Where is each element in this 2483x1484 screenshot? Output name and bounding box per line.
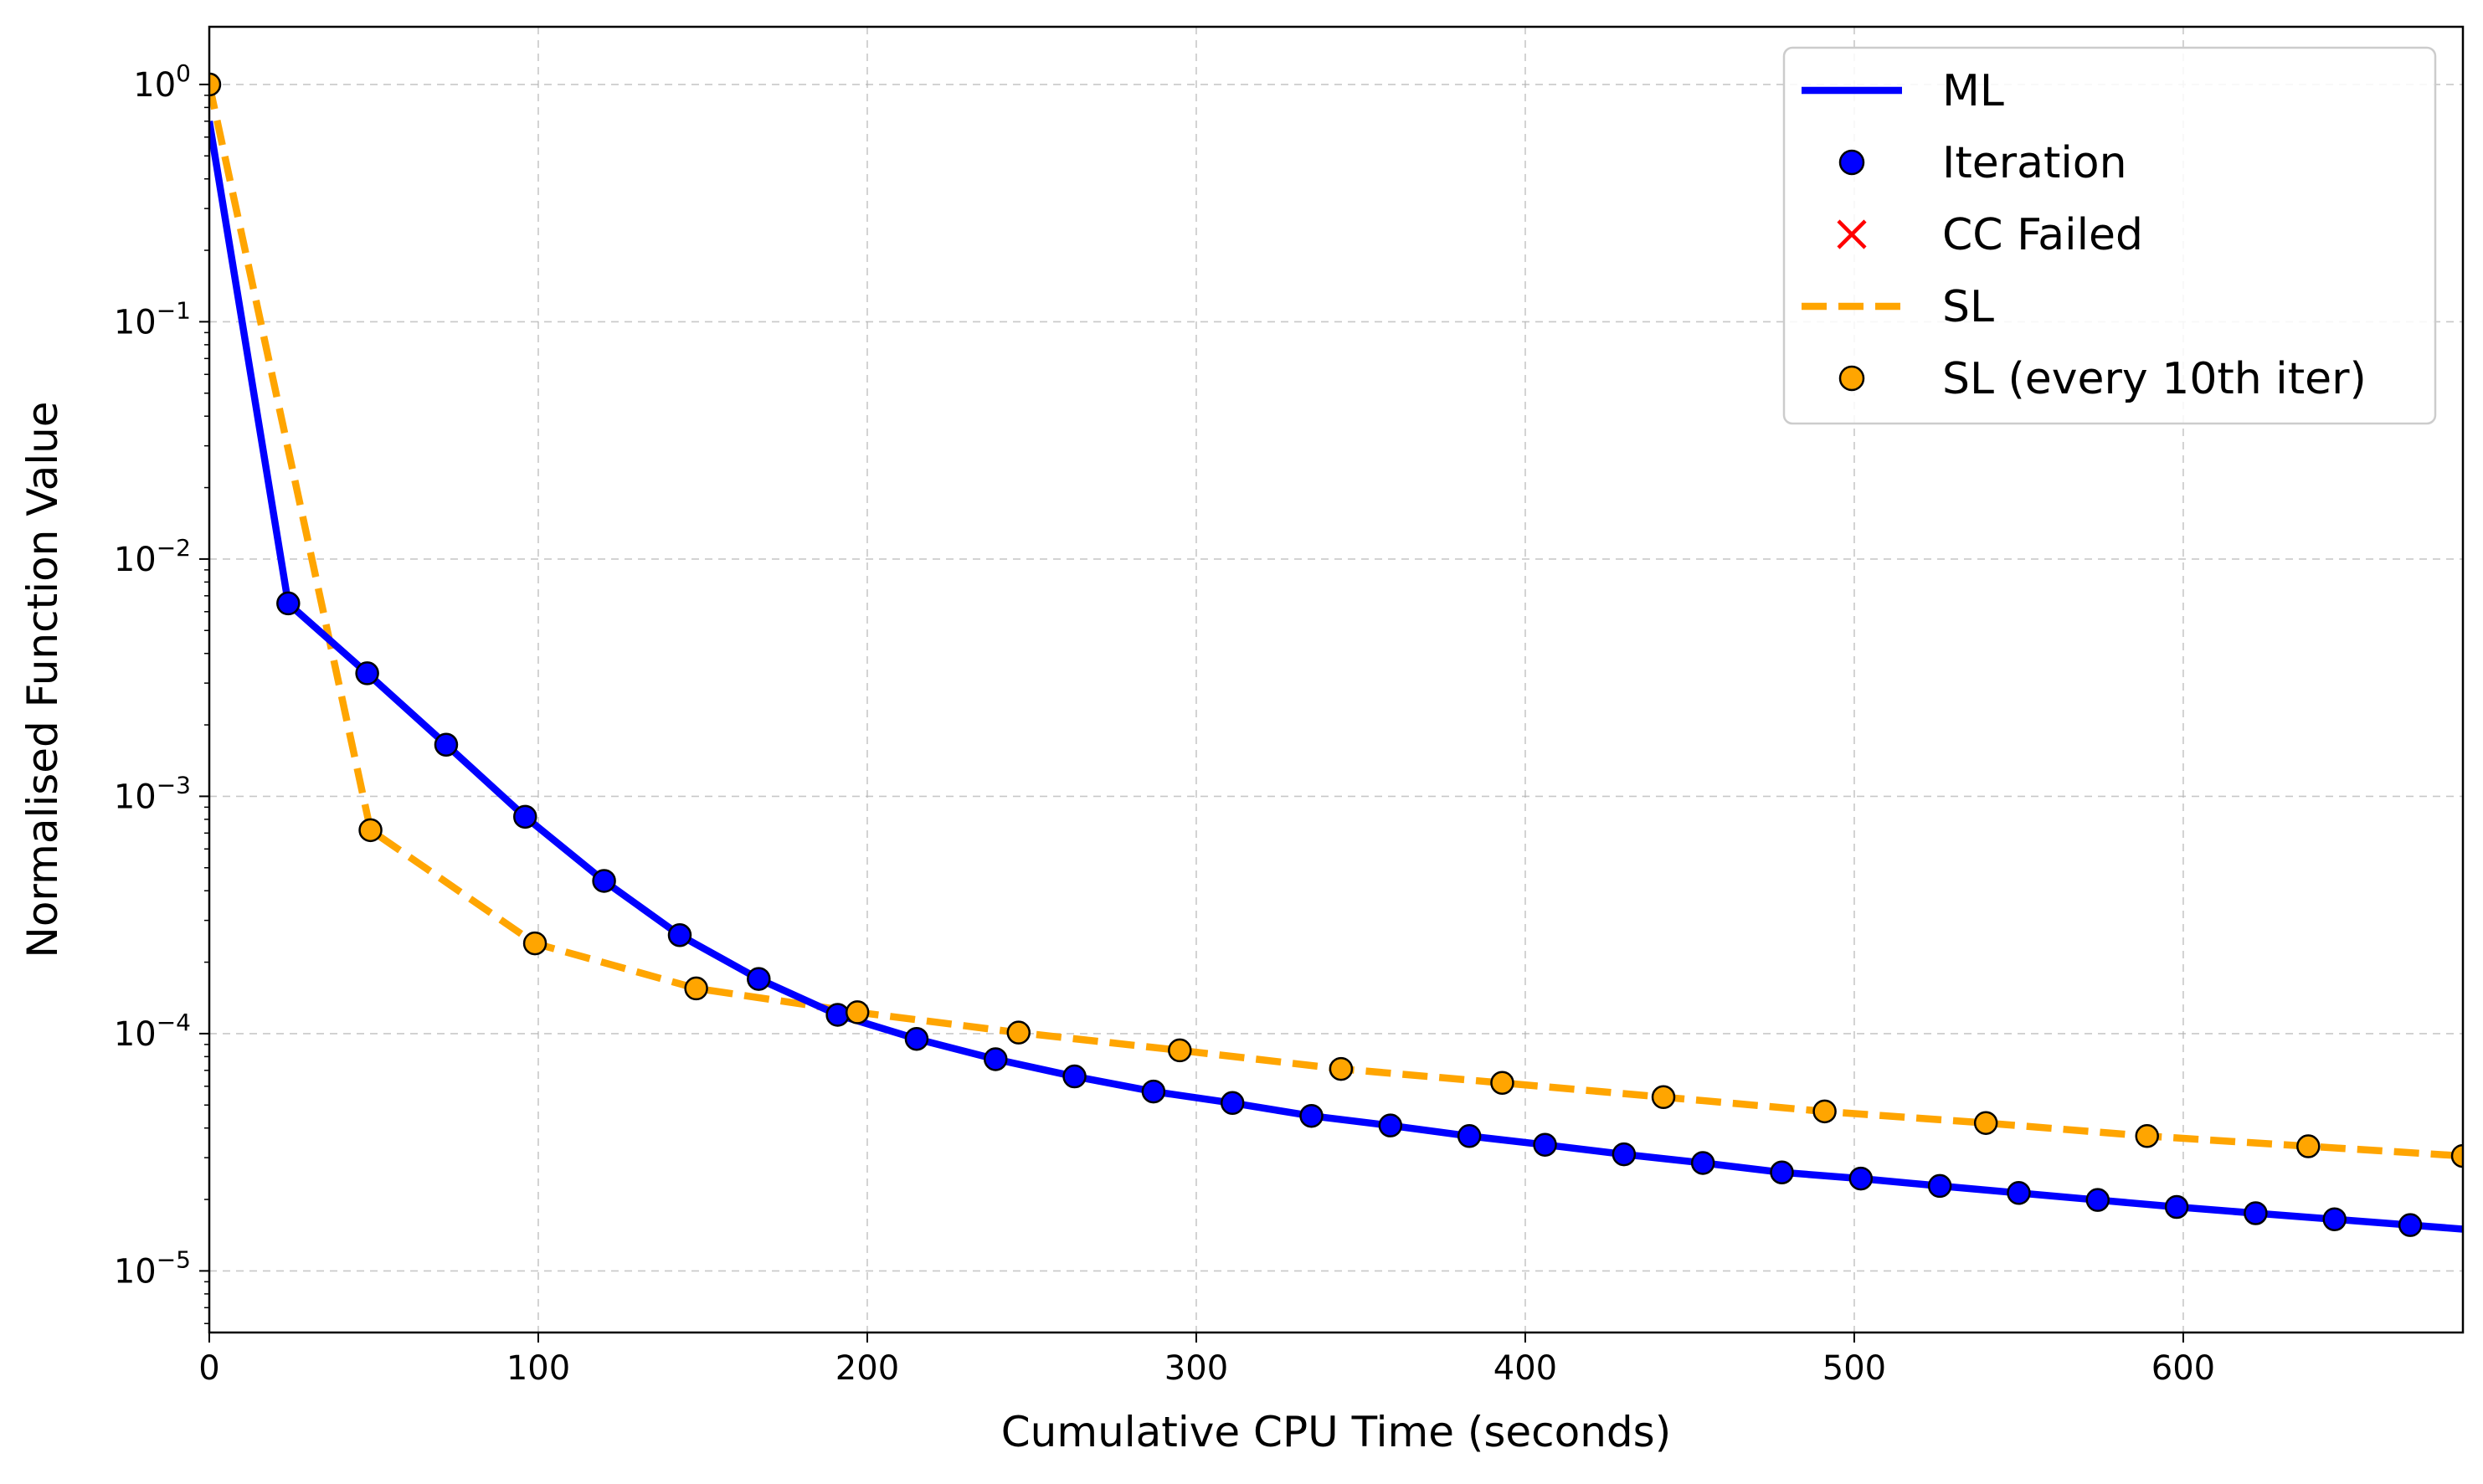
iteration-point: [592, 869, 616, 893]
legend-label: SL: [1942, 282, 1994, 332]
sl-point: [1329, 1056, 1354, 1081]
iteration-point: [1770, 1160, 1794, 1184]
legend-box: [1782, 46, 2437, 425]
iteration-point: [1141, 1079, 1166, 1104]
sl-point: [1651, 1085, 1676, 1110]
iteration-point: [1690, 1151, 1715, 1175]
y-tick-label: 10−2: [114, 534, 191, 579]
y-tick-label: 100: [133, 59, 191, 105]
x-tick-label: 500: [1822, 1349, 1886, 1388]
legend-label: SL (every 10th iter): [1942, 354, 2367, 404]
iteration-point: [2007, 1181, 2031, 1205]
iteration-point: [1848, 1166, 1874, 1191]
x-tick-label: 0: [198, 1349, 219, 1388]
sl-point: [845, 1000, 870, 1024]
sl-point: [358, 818, 383, 843]
iteration-point: [1927, 1173, 1952, 1199]
iteration-point: [1220, 1091, 1245, 1116]
iteration-point: [747, 967, 771, 991]
x-tick-label: 200: [835, 1349, 899, 1388]
series-ml-line: [209, 121, 2463, 1233]
iteration-point: [355, 661, 379, 686]
sl-point: [2135, 1124, 2159, 1148]
iteration-point: [2322, 1207, 2347, 1231]
axis-ticks: 0 100 200 300 400 500 600 10−5 10−4 10−3 10−2 10−1 1…: [114, 59, 2215, 1388]
x-tick-label: 300: [1164, 1349, 1228, 1388]
x-tick-label: 600: [2151, 1349, 2215, 1388]
sl-point: [1973, 1111, 1998, 1135]
y-tick-label: 10−3: [114, 771, 191, 816]
sl-point: [2450, 1143, 2463, 1168]
legend-entry: Iteration: [1838, 138, 2127, 188]
iteration-point: [904, 1026, 929, 1051]
legend-x-swatch: [1837, 219, 1867, 249]
iteration-point: [825, 1003, 850, 1027]
iteration-point: [1062, 1064, 1087, 1089]
legend-entry: SL (every 10th iter): [1838, 354, 2367, 404]
iteration-point: [434, 732, 459, 757]
y-tick-label: 10−1: [114, 296, 191, 341]
iteration-point: [1457, 1124, 1482, 1148]
iteration-point: [1299, 1103, 1324, 1128]
iteration-point: [2164, 1194, 2189, 1220]
iteration-point: [2398, 1213, 2423, 1237]
sl-point: [684, 976, 708, 1001]
sl-point: [1006, 1020, 1031, 1045]
legend-marker-swatch: [1838, 149, 1865, 176]
iteration-point: [513, 804, 537, 829]
y-tick-label: 10−5: [114, 1245, 191, 1291]
iteration-point: [1612, 1142, 1637, 1167]
axes-frame: [208, 25, 2465, 1334]
iteration-point: [2244, 1201, 2268, 1225]
iteration-point: [984, 1047, 1008, 1071]
iteration-point: [1378, 1113, 1403, 1137]
sl-point: [1812, 1099, 1837, 1124]
legend-label: Iteration: [1942, 138, 2127, 188]
sl-point: [2296, 1134, 2321, 1158]
legend-entry: ML: [1802, 66, 2004, 116]
x-tick-label: 100: [506, 1349, 570, 1388]
plot-area: [209, 72, 2463, 1237]
legend: ML Iteration CC Failed SL SL (every 10th ite…: [1782, 46, 2437, 425]
sl-point: [209, 72, 222, 97]
legend-marker-swatch: [1838, 365, 1865, 392]
sl-point: [522, 931, 547, 956]
y-tick-label: 10−4: [114, 1009, 191, 1054]
iteration-point: [276, 591, 301, 616]
y-axis-title: Normalised Function Value: [18, 401, 67, 958]
legend-label: CC Failed: [1942, 210, 2143, 260]
iteration-point: [2085, 1188, 2110, 1212]
legend-entry: CC Failed: [1837, 210, 2143, 260]
iteration-point: [1533, 1132, 1557, 1157]
sl-point: [1490, 1071, 1514, 1096]
legend-entry: SL: [1802, 282, 1994, 332]
legend-label: ML: [1942, 66, 2004, 116]
x-tick-label: 400: [1493, 1349, 1557, 1388]
iteration-point: [667, 923, 692, 947]
x-axis-title: Cumulative CPU Time (seconds): [1001, 1408, 1671, 1456]
sl-point: [1168, 1038, 1192, 1063]
